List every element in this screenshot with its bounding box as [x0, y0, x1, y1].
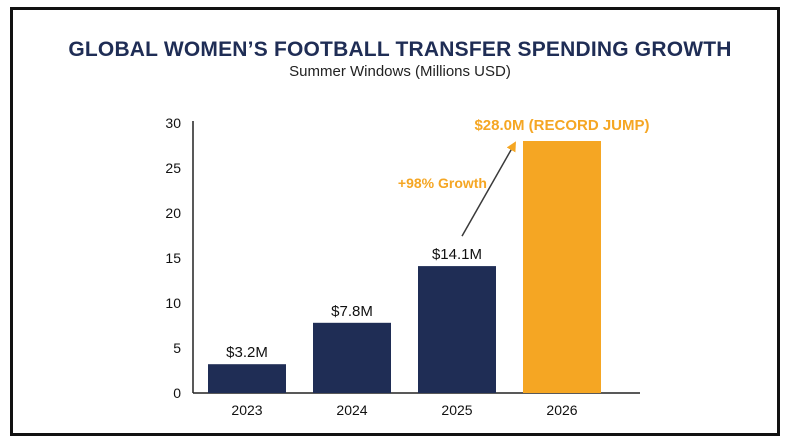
- y-tick-label: 5: [173, 340, 181, 356]
- x-tick-label: 2026: [546, 402, 577, 418]
- bar-value-label: $7.8M: [331, 303, 373, 320]
- x-tick-label: 2024: [336, 402, 367, 418]
- chart-bars: [208, 141, 601, 393]
- bar-value-label: $14.1M: [432, 246, 482, 263]
- x-tick-label: 2023: [231, 402, 262, 418]
- chart-data-labels: $3.2M $7.8M $14.1M $28.0M (RECORD JUMP): [226, 117, 649, 361]
- y-tick-label: 20: [165, 205, 181, 221]
- bar: [523, 141, 601, 393]
- y-tick-label: 30: [165, 115, 181, 131]
- bar: [418, 266, 496, 393]
- chart-title: GLOBAL WOMEN’S FOOTBALL TRANSFER SPENDIN…: [68, 38, 732, 61]
- bar: [208, 364, 286, 393]
- x-tick-label: 2025: [441, 402, 472, 418]
- y-tick-label: 0: [173, 385, 181, 401]
- y-tick-label: 10: [165, 295, 181, 311]
- y-tick-label: 15: [165, 250, 181, 266]
- growth-arrow: [461, 141, 516, 237]
- y-tick-label: 25: [165, 160, 181, 176]
- growth-annotation: +98% Growth: [398, 175, 487, 191]
- chart-annotations: +98% Growth: [398, 141, 516, 237]
- chart-subtitle: Summer Windows (Millions USD): [289, 63, 511, 80]
- bar-value-label: $3.2M: [226, 344, 268, 361]
- chart-frame: [10, 7, 780, 436]
- bar-value-label: $28.0M (RECORD JUMP): [474, 117, 649, 134]
- bar: [313, 322, 391, 393]
